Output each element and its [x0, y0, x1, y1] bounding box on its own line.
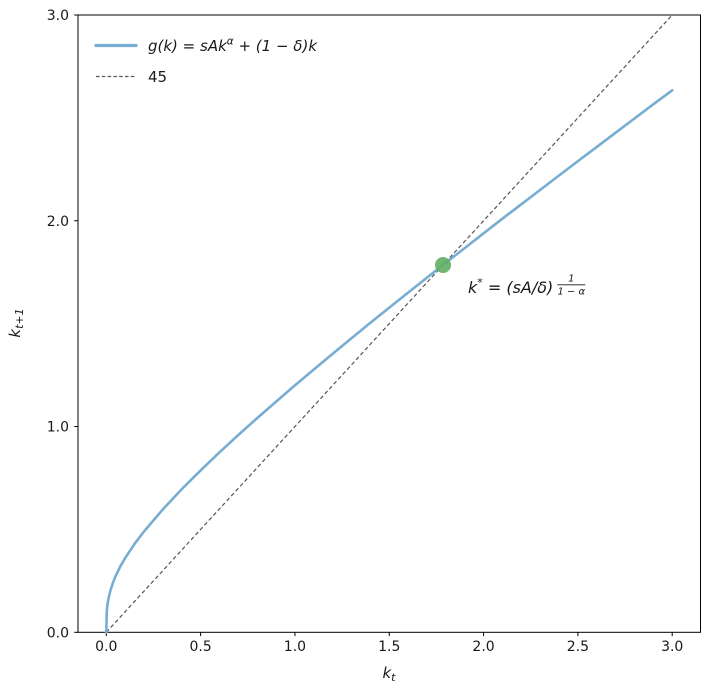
annotation-k: k — [468, 278, 478, 297]
y-axis-label-base: k — [6, 328, 24, 338]
annotation-star: * — [477, 276, 483, 289]
x-tick-label: 0.5 — [189, 639, 211, 655]
annotation-text: k* = (sA/δ) — [468, 276, 553, 297]
x-tick-label: 3.0 — [661, 639, 683, 655]
y-axis-label-subscript: t+1 — [13, 308, 26, 329]
y-tick-label: 1.0 — [47, 420, 69, 436]
annotation-mid: = (sA/δ) — [483, 278, 554, 297]
legend-label-pre: g(k) = sAk — [148, 37, 228, 55]
45-degree-line — [105, 14, 673, 633]
fixed-point-annotation: k* = (sA/δ) 1 1 − α — [468, 274, 586, 298]
fixed-point-marker — [435, 257, 452, 274]
x-axis-label-subscript: t — [391, 671, 396, 684]
y-axis-ticks: 0.0 1.0 2.0 3.0 — [47, 8, 78, 641]
legend-label-post: + (1 − δ)k — [234, 37, 319, 55]
annotation-fraction-denominator: 1 − α — [557, 287, 585, 298]
annotation-fraction-numerator: 1 — [568, 274, 574, 285]
x-axis-ticks: 0.0 0.5 1.0 1.5 2.0 2.5 3.0 — [95, 632, 683, 655]
legend-label-alpha-exponent: α — [227, 36, 234, 48]
y-tick-label: 3.0 — [47, 8, 69, 24]
y-tick-label: 2.0 — [47, 214, 69, 230]
x-tick-label: 1.5 — [378, 639, 400, 655]
y-tick-label: 0.0 — [47, 625, 69, 641]
x-tick-label: 1.0 — [284, 639, 306, 655]
y-axis-label: kt+1 — [6, 308, 26, 337]
x-axis-label-base: k — [382, 664, 392, 682]
x-axis-label: kt — [382, 664, 396, 684]
x-tick-label: 2.5 — [567, 639, 589, 655]
legend: g(k) = sAkα + (1 − δ)k 45 — [94, 36, 318, 86]
g-curve — [105, 89, 674, 634]
legend-curve-label: g(k) = sAkα + (1 − δ)k — [148, 36, 318, 56]
legend-45-label: 45 — [148, 68, 167, 86]
x-tick-label: 2.0 — [472, 639, 494, 655]
x-tick-label: 0.0 — [95, 639, 117, 655]
